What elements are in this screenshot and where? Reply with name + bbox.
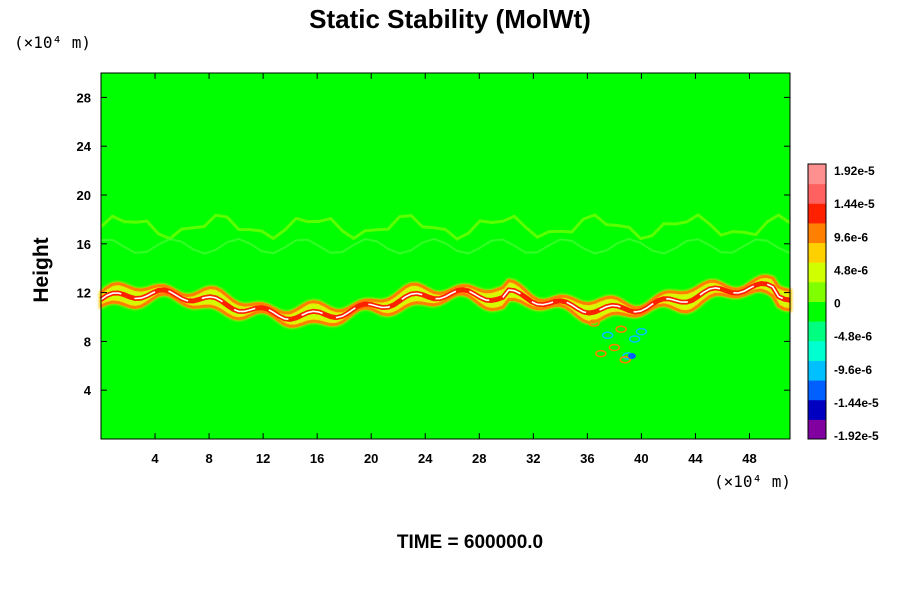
x-tick-label: 28	[472, 451, 486, 466]
x-axis: 4 8 12 16 20 24 28 32 36 40 44 48	[151, 73, 757, 466]
x-tick-label: 8	[205, 451, 212, 466]
x-tick-label: 24	[418, 451, 433, 466]
colorbar-label: 1.92e-5	[834, 164, 875, 178]
negative-patch-mark	[635, 327, 648, 336]
y-tick-label: 12	[77, 286, 91, 301]
y-unit-label: (×10⁴ m)	[14, 33, 92, 52]
negative-patch-mark	[628, 335, 641, 343]
colorbar-label: 1.44e-5	[834, 197, 875, 211]
x-tick-label: 12	[256, 451, 270, 466]
y-tick-label: 24	[77, 139, 92, 154]
negative-patch-mark	[608, 343, 621, 352]
x-unit-label: (×10⁴ m)	[714, 472, 792, 491]
y-tick-label: 28	[77, 90, 91, 105]
x-tick-label: 44	[688, 451, 703, 466]
y-tick-label: 8	[84, 334, 91, 349]
colorbar-border	[807, 163, 827, 440]
colorbar-label: 4.8e-6	[834, 263, 868, 277]
colorbar-segment	[808, 301, 826, 322]
colorbar-segment	[808, 164, 826, 185]
band-edge-top	[100, 274, 791, 315]
negative-patch-mark	[588, 319, 600, 327]
negative-patch-mark	[595, 349, 607, 358]
x-tick-label: 20	[364, 451, 378, 466]
colorbar-label: 0	[834, 297, 841, 311]
x-tick-label: 4	[151, 451, 159, 466]
time-label: TIME = 600000.0	[396, 532, 544, 553]
colorbar-segment	[808, 419, 826, 440]
colorbar-segment	[808, 321, 826, 342]
x-tick-label: 40	[634, 451, 648, 466]
plot-area	[99, 72, 792, 440]
colorbar-segment	[808, 281, 826, 302]
negative-patch-min	[627, 353, 636, 360]
colorbar-segment	[808, 203, 826, 224]
negative-patch-mark	[615, 325, 627, 333]
ripple-band-line	[99, 213, 791, 241]
colorbar-segment	[808, 360, 826, 381]
negative-patch-mark	[601, 331, 614, 340]
y-tick-label: 4	[84, 383, 92, 398]
x-tick-label: 16	[310, 451, 324, 466]
band-core-max	[100, 282, 791, 321]
x-tick-label: 48	[742, 451, 756, 466]
colorbar-segment	[808, 380, 826, 401]
colorbar-label: -9.6e-6	[834, 363, 872, 377]
colorbar-segment	[808, 183, 826, 204]
colorbar-label: 9.6e-6	[834, 230, 868, 244]
y-tick-label: 16	[77, 237, 91, 252]
colorbar-label: -1.92e-5	[834, 429, 879, 443]
y-axis: 4 8 12 16 20 24 28	[77, 90, 790, 398]
colorbar-segment	[808, 242, 826, 263]
negative-patch-mark	[619, 355, 631, 364]
ripple-band-line	[100, 237, 791, 255]
plot-border	[100, 72, 791, 440]
x-tick-label: 36	[580, 451, 594, 466]
colorbar-segment	[808, 399, 826, 420]
colorbar-segment	[808, 340, 826, 361]
colorbar-segment	[808, 222, 826, 244]
x-tick-label: 32	[526, 451, 540, 466]
y-tick-label: 20	[77, 188, 91, 203]
colorbar-label: -4.8e-6	[834, 330, 872, 344]
colorbar: 1.92e-5 1.44e-5 9.6e-6 4.8e-6 0 -4.8e-6 -9.6e-…	[807, 163, 879, 443]
colorbar-segment	[808, 262, 826, 283]
chart-title: Static Stability (MolWt)	[309, 4, 591, 34]
band-edge-bottom	[100, 288, 791, 328]
heatmap-background	[101, 73, 790, 439]
colorbar-label: -1.44e-5	[834, 396, 879, 410]
